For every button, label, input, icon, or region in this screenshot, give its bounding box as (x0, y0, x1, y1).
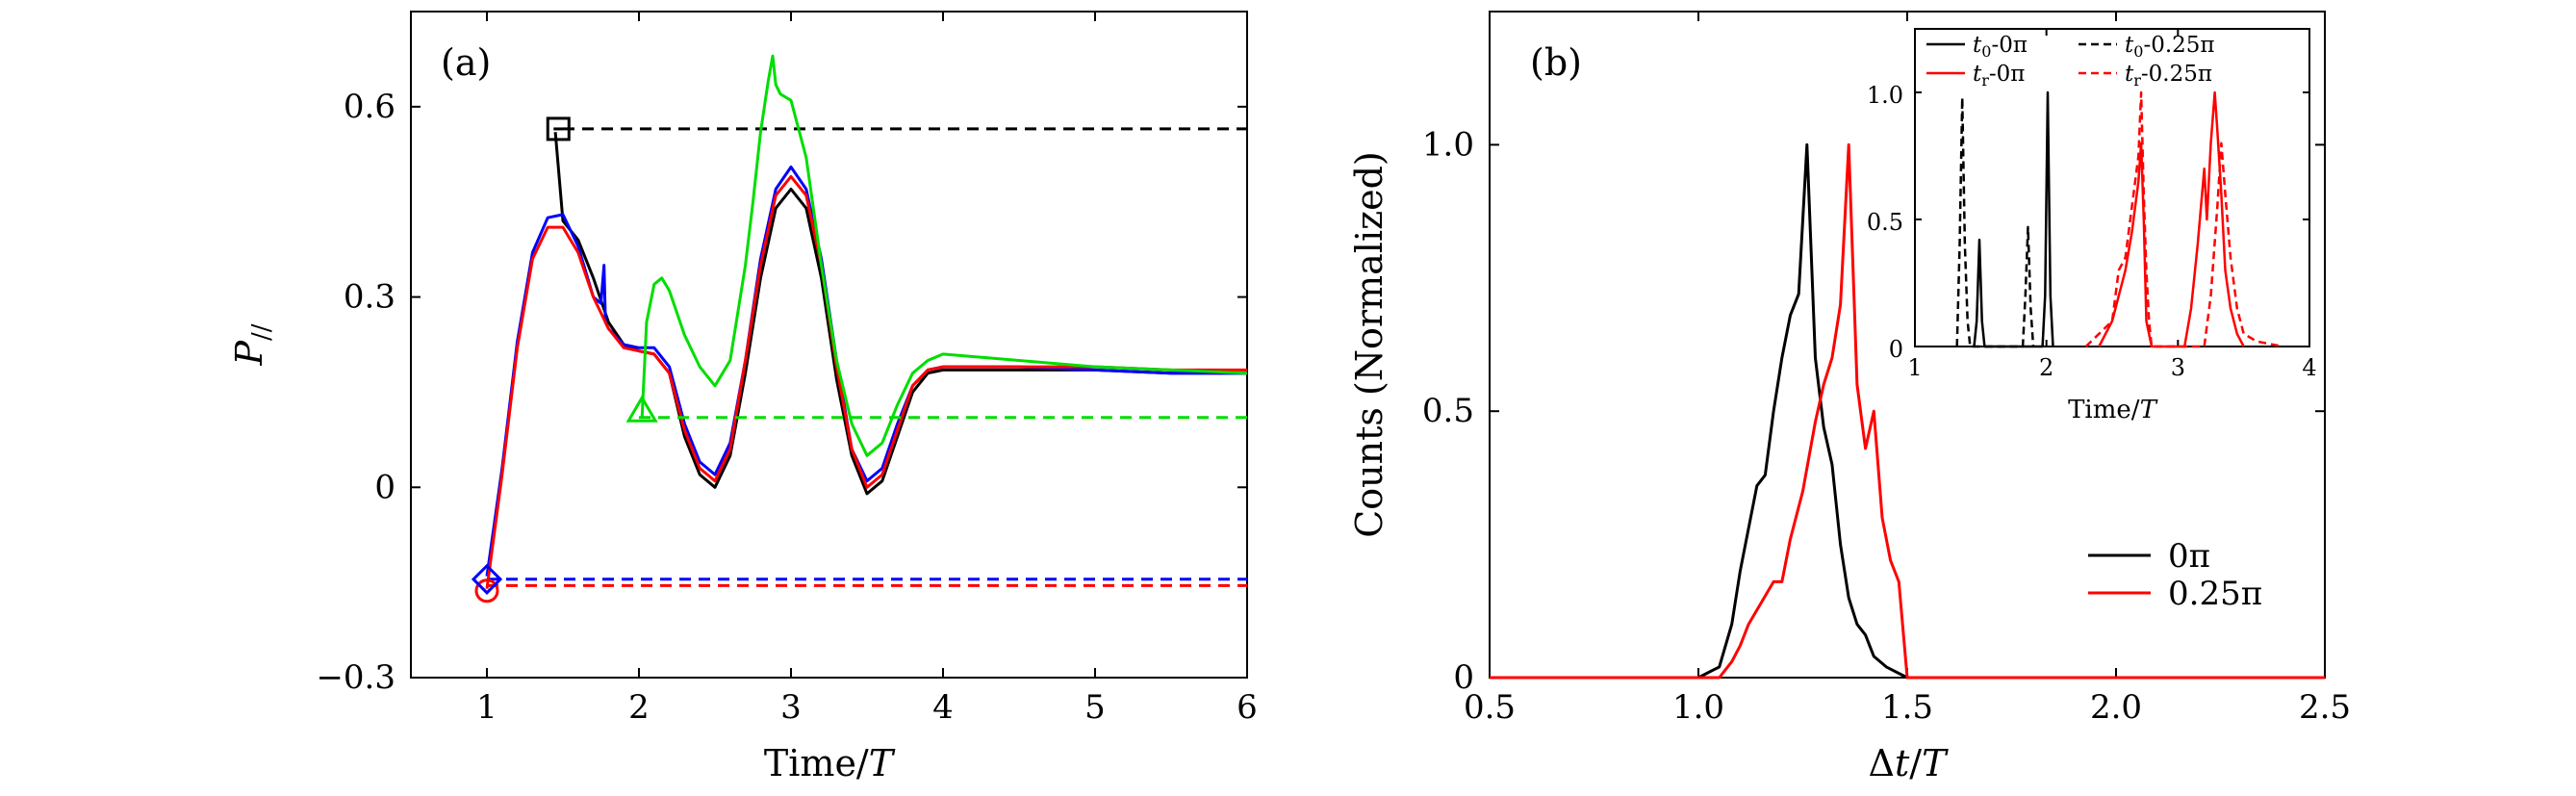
inset-x-tick-label: 3 (2171, 354, 2185, 381)
panel-a-y-axis-title: P// (228, 323, 276, 366)
inset-legend-label-var: t (2125, 62, 2134, 87)
panel-b-x-axis-title-prefix: Δ (1869, 742, 1895, 784)
panel-a-x-axis-title: Time/T (764, 742, 896, 784)
panel-a-x-tick-label: 5 (1084, 688, 1106, 727)
panel-b-label: (b) (1530, 41, 1582, 84)
inset-frame (1914, 28, 2310, 347)
panel-a-y-axis-title-var: P (228, 340, 270, 367)
panel-a-x-tick-label: 6 (1237, 688, 1258, 727)
inset-x-tick-label: 2 (2039, 354, 2053, 381)
panel-a-marker-triangle (625, 395, 658, 423)
inset-legend-label-rest: -0.25π (2143, 33, 2214, 58)
inset-legend-label-sub: r (1981, 71, 1989, 90)
inset-legend-label: tr-0π (1973, 62, 2025, 90)
panel-b-x-axis-title-var: t (1895, 742, 1910, 784)
inset-series (1955, 90, 2283, 348)
panel-a-x-axis-title-var: T (869, 742, 896, 784)
panel-b-legend: 0π 0.25π (2088, 537, 2262, 613)
panel-a-marker-circle (474, 578, 499, 603)
panel-b-y-tick-label: 0.5 (1422, 392, 1474, 430)
inset-y-tick-label: 0.5 (1867, 209, 1903, 236)
inset-legend-label-sub: r (2133, 71, 2141, 90)
panel-b-x-tick-label: 2.5 (2299, 688, 2351, 727)
panel-a-x-tick-label: 1 (476, 688, 497, 727)
legend-label-0pi: 0π (2168, 537, 2210, 576)
panel-a-markers (471, 116, 658, 603)
inset-legend-label-rest: -0π (1991, 33, 2028, 58)
panel-b-x-axis-title-var2: T (1922, 742, 1949, 784)
inset-x-axis-title: Time/T (2068, 396, 2157, 424)
inset-series-2-line (2098, 90, 2245, 348)
panel-a-y-tick-label: 0 (374, 468, 395, 506)
panel-a-y-tick-label: 0.3 (344, 278, 395, 317)
panel-b-x-tick-label: 1.5 (1881, 688, 1933, 727)
panel-a-label: (a) (441, 41, 491, 84)
panel-a-x-tick-label: 4 (932, 688, 954, 727)
inset-x-axis-title-prefix: Time/ (2068, 396, 2140, 424)
inset-legend-label: t0-0π (1973, 33, 2028, 61)
panel-a-ticks: 1 2 3 4 5 6 −0.3 0 0.3 0.6 (316, 12, 1258, 727)
inset-legend-label: tr-0.25π (2125, 62, 2212, 90)
inset-ticks: 1 2 3 4 0 0.5 1.0 (1867, 29, 2317, 381)
panel-a-x-tick-label: 2 (628, 688, 650, 727)
panel-a-frame (410, 11, 1248, 679)
inset-legend-label-var: t (1973, 33, 1982, 58)
legend-label-025pi: 0.25π (2168, 575, 2262, 613)
panel-a-y-tick-label: 0.6 (344, 88, 395, 126)
inset-legend-label: t0-0.25π (2125, 33, 2215, 61)
inset-x-tick-label: 1 (1907, 354, 1922, 381)
inset-legend-label-var: t (1973, 62, 1982, 87)
panel-a-x-tick-label: 3 (780, 688, 802, 727)
inset-series-3-line (2084, 90, 2283, 348)
panel-a-x-axis-title-prefix: Time/ (764, 742, 869, 784)
inset-legend-label-rest: -0π (1989, 62, 2026, 87)
inset-legend-label-rest: -0.25π (2141, 62, 2212, 87)
panel-b-y-tick-label: 1.0 (1422, 125, 1474, 164)
panel-a-marker-diamond (471, 563, 503, 595)
inset-legend-label-var: t (2125, 33, 2134, 58)
panel-a-y-tick-label: −0.3 (316, 658, 395, 697)
panel-a-series-6-line (640, 54, 1248, 457)
panel-a-series-4-line (485, 174, 1247, 589)
panel-a: 1 2 3 4 5 6 −0.3 0 0.3 0.6 (a) Time/T P// (228, 11, 1258, 784)
inset-legend-label-sub: 0 (1981, 42, 1991, 61)
inset-x-axis-title-var: T (2140, 396, 2158, 424)
inset-y-tick-label: 1.0 (1867, 82, 1903, 109)
inset-y-tick-label: 0 (1889, 336, 1903, 363)
panel-b-x-tick-label: 1.0 (1672, 688, 1724, 727)
panel-b-y-tick-label: 0 (1453, 658, 1474, 697)
panel-b-y-axis-title: Counts (Normalized) (1348, 151, 1390, 538)
panel-b-x-axis-title: Δt/T (1869, 742, 1950, 784)
panel-b-x-tick-label: 2.0 (2090, 688, 2142, 727)
panel-b-series (1490, 142, 2325, 680)
panel-a-series (485, 54, 1248, 589)
panel-a-y-axis-title-sub: // (247, 323, 276, 341)
panel-b-x-axis-title-slash: / (1909, 742, 1922, 784)
panel-a-marker-square (546, 116, 571, 141)
inset-legend-label-sub: 0 (2133, 42, 2143, 61)
panel-b: 0.5 1.0 1.5 2.0 2.500.51.0 (b) Δt/T Counts (… (1348, 11, 2351, 784)
panel-a-series-0-line (553, 132, 1247, 496)
panel-b-series-0-line (1490, 142, 2325, 680)
panel-b-x-tick-label: 0.5 (1464, 688, 1516, 727)
panel-b-series-1-line (1490, 142, 2325, 680)
panel-a-series-2-line (485, 166, 1247, 577)
inset-x-tick-label: 4 (2302, 354, 2316, 381)
